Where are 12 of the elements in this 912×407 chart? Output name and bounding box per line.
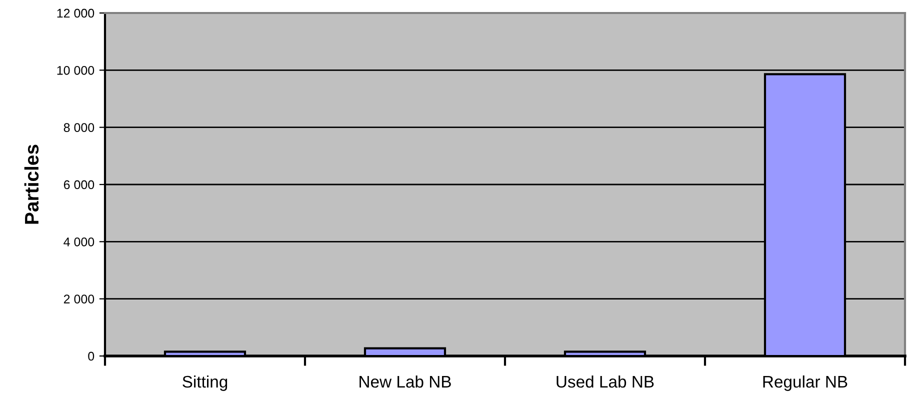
y-tick-label: 2 000	[64, 294, 94, 304]
y-tick-label: 8 000	[64, 123, 94, 132]
y-tick-label: 4 000	[64, 237, 94, 246]
x-tick-label: New Lab NB	[360, 375, 451, 388]
x-tick-label: Regular NB	[763, 375, 848, 391]
x-tick-label: Sitting	[182, 375, 228, 391]
y-axis-title: Particles	[24, 144, 39, 224]
y-tick-label: 6 000	[64, 180, 94, 190]
y-tick-label: 10 000	[57, 66, 94, 75]
y-tick-label: 0	[88, 352, 94, 361]
y-tick-label: 12 000	[57, 8, 94, 18]
x-tick-label: Used Lab NB	[556, 375, 654, 388]
